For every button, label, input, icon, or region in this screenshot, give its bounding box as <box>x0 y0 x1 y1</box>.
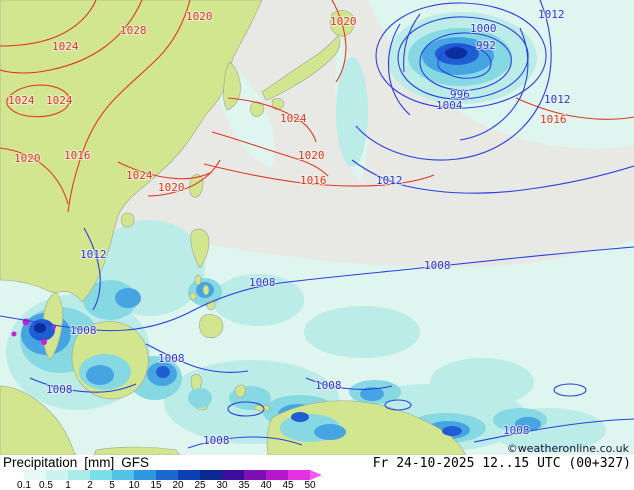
scale-arrow-icon <box>310 470 322 480</box>
units-label: [mm] <box>84 455 115 470</box>
isobar-labels: 1020 1028 1024 1024 1024 1020 1016 1024 … <box>7 7 572 448</box>
scale-color-segment <box>222 470 244 480</box>
landmasses <box>0 0 467 455</box>
scale-tick-label: 10 <box>128 480 140 490</box>
isobar-label: 1000 <box>470 22 497 35</box>
scale-tick-label: 20 <box>172 480 184 490</box>
scale-color-segment <box>90 470 112 480</box>
land-mindanao <box>199 314 224 339</box>
scale-tick-label: 1 <box>65 480 71 490</box>
weather-map-canvas: 1020 1028 1024 1024 1024 1020 1016 1024 … <box>0 0 634 455</box>
land-japan-honshu <box>261 35 341 101</box>
scale-color-segment <box>24 470 46 480</box>
scale-tick-label: 45 <box>282 480 294 490</box>
isobar-label: 1024 <box>46 94 73 107</box>
land-sumatra <box>0 385 77 455</box>
isobars-blue <box>0 0 634 449</box>
scale-color-segment <box>200 470 222 480</box>
datetime-label: Fr 24-10-2025 12..15 UTC (00+327) <box>372 456 631 471</box>
isobar-label: 1020 <box>158 181 185 194</box>
isobar-label: 1012 <box>544 93 571 106</box>
isobar-label: 1024 <box>52 40 79 53</box>
land-java <box>93 446 181 455</box>
isobar-label: 1008 <box>315 379 342 392</box>
scale-tick-label: 35 <box>238 480 250 490</box>
isobar-label: 1016 <box>300 174 327 187</box>
scale-color-segment <box>244 470 266 480</box>
scale-color-segment <box>46 470 68 480</box>
isobar-label: 1012 <box>376 174 403 187</box>
isobar-label: 1020 <box>298 149 325 162</box>
parameter-label: Precipitation <box>3 455 78 470</box>
isobar-label: 1024 <box>280 112 307 125</box>
legend-footer: Precipitation [mm] GFS Fr 24-10-2025 12..1… <box>0 455 634 490</box>
scale-tick-label: 0.1 <box>17 480 31 490</box>
isobar-label: 992 <box>476 39 496 52</box>
land-halmahera <box>234 384 246 398</box>
isobar-label: 1024 <box>126 169 153 182</box>
scale-color-segment <box>134 470 156 480</box>
precip-intense-overlays <box>11 43 479 442</box>
land-japan-shikoku <box>271 98 285 110</box>
scale-color-segment <box>288 470 310 480</box>
model-label: GFS <box>121 455 150 470</box>
isobar-label: 1016 <box>540 113 567 126</box>
scale-ticks: 0.1 0.5 1 2 5 10 15 20 25 30 35 40 45 50 <box>2 480 342 490</box>
land-luzon <box>190 228 210 269</box>
weather-map: 1020 1028 1024 1024 1024 1020 1016 1024 … <box>0 0 634 455</box>
scale-tick-label: 5 <box>109 480 115 490</box>
scale-color-segment <box>156 470 178 480</box>
scale-color-segment <box>266 470 288 480</box>
isobar-label: 1008 <box>203 434 230 447</box>
scale-tick-label: 40 <box>260 480 272 490</box>
scale-color-segment <box>178 470 200 480</box>
isobar-label: 996 <box>450 88 470 101</box>
isobar-label: 1008 <box>158 352 185 365</box>
isobar-label: 1012 <box>80 248 107 261</box>
scale-tick-label: 25 <box>194 480 206 490</box>
isobars-red <box>0 0 634 213</box>
scale-color-segment <box>68 470 90 480</box>
copyright-label: ©weatheronline.co.uk <box>506 442 629 455</box>
isobar-label: 1016 <box>64 149 91 162</box>
isobar-label: 1012 <box>538 8 565 21</box>
isobar-label: 1020 <box>330 15 357 28</box>
land-japan-kyushu <box>249 101 265 117</box>
isobar-label: 1020 <box>14 152 41 165</box>
isobar-label: 1008 <box>249 276 276 289</box>
scale-tick-label: 15 <box>150 480 162 490</box>
isobar-label: 1008 <box>424 259 451 272</box>
isobar-label: 1008 <box>503 424 530 437</box>
legend-title: Precipitation [mm] GFS <box>3 455 156 470</box>
scale-tick-label: 0.5 <box>39 480 53 490</box>
scale-tick-label: 2 <box>87 480 93 490</box>
isobar-label: 1028 <box>120 24 147 37</box>
scale-color-segment <box>112 470 134 480</box>
scale-tick-label: 50 <box>304 480 316 490</box>
land-korea <box>223 61 241 111</box>
isobar-label: 1008 <box>70 324 97 337</box>
scale-color-segment <box>2 470 24 480</box>
isobar-label: 1008 <box>46 383 73 396</box>
scale-bar <box>2 470 322 480</box>
isobar-label: 1004 <box>436 99 463 112</box>
isobar-label: 1024 <box>8 94 35 107</box>
land-hainan <box>120 212 135 228</box>
scale-tick-label: 30 <box>216 480 228 490</box>
isobar-label: 1020 <box>186 10 213 23</box>
